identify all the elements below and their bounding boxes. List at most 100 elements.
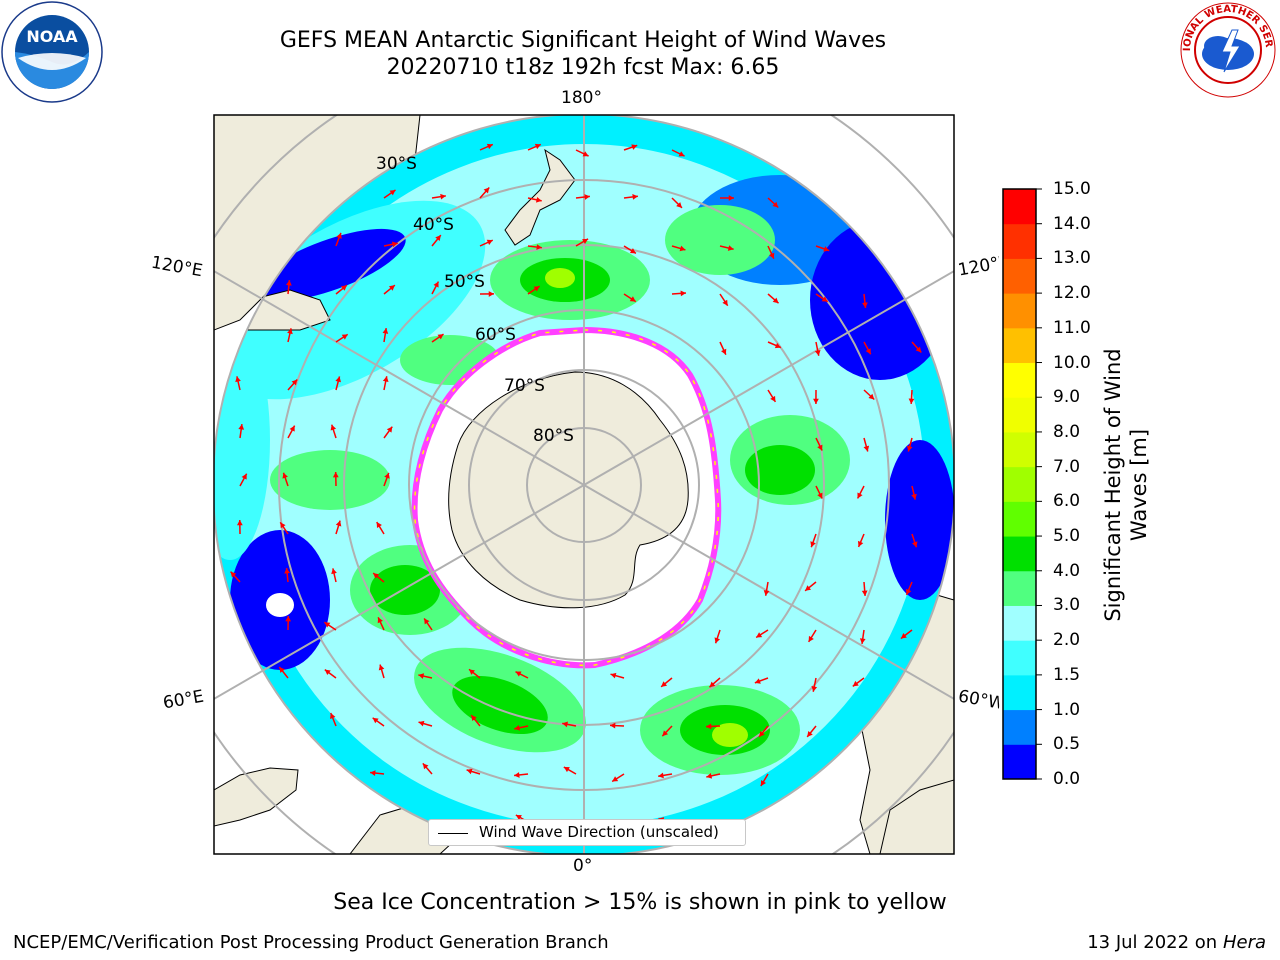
wave-direction-arrow [706,773,721,779]
wave-direction-arrow [763,581,770,596]
noaa-logo-text: NOAA [26,27,78,46]
wave-direction-arrow [372,717,385,727]
wave-direction-arrow [431,193,446,200]
wave-direction-arrow [514,724,529,731]
map-legend: Wind Wave Direction (unscaled) [428,819,746,846]
wave-direction-arrow [814,341,821,356]
wave-direction-arrow [806,725,817,738]
wave-direction-arrow [671,197,683,209]
wave-direction-arrow [324,668,337,679]
wave-direction-arrow [479,143,494,151]
wave-direction-arrow [767,293,780,304]
wave-direction-arrow [575,194,590,200]
wave-direction-arrow [808,629,817,643]
colorbar-tick-label: 11.0 [1053,317,1091,338]
colorbar-segment [1003,362,1036,398]
wave-direction-arrow [804,581,817,592]
wave-direction-arrow [815,293,829,303]
colorbar-segment [1003,223,1036,259]
wave-direction-arrow [422,762,433,775]
wave-direction-arrow [758,725,769,738]
wave-direction-arrow [811,677,818,692]
wave-direction-arrow [287,378,298,391]
wave-direction-arrow [431,234,442,247]
lat-label-60s: 60°S [475,325,516,345]
wave-direction-arrow [372,572,385,583]
wave-direction-arrow [335,284,348,295]
footer-credit: NCEP/EMC/Verification Post Processing Pr… [13,932,609,953]
colorbar-tick-label: 3.0 [1053,595,1081,616]
colorbar-label: Significant Height of Wind Waves [m] [1101,348,1151,622]
wave-direction-arrow [335,232,342,247]
wave-direction-arrow [383,241,398,248]
wave-direction-arrow [862,293,868,308]
wave-direction-arrow [815,437,823,451]
wave-direction-arrow [383,426,393,439]
colorbar-tick-label: 0.5 [1053,734,1081,755]
wave-direction-arrow [562,721,577,728]
noaa-logo: NOAA [1,1,103,103]
wave-direction-arrow [767,197,779,209]
wave-direction-arrow [287,328,293,343]
wave-direction-arrow [285,615,292,631]
colorbar-tick-label: 10.0 [1053,352,1091,373]
lon-label-180: 180° [561,88,602,108]
wave-direction-arrow [859,629,866,644]
colorbar-tick-label: 14.0 [1053,213,1091,234]
wave-direction-arrow [900,629,913,640]
wave-direction-arrow [660,677,673,688]
wave-direction-arrow [383,189,396,199]
colorbar-tick-label: 9.0 [1053,387,1081,408]
colorbar-tick-label: 15.0 [1053,179,1091,199]
wave-direction-arrow [611,773,625,783]
wave-direction-arrow [527,285,541,295]
wave-direction-arrow [418,673,433,679]
footer-system-name: Hera [1222,932,1266,953]
colorbar-segment [1003,431,1036,468]
wave-direction-arrow [332,471,339,487]
wave-direction-arrow [705,723,721,730]
wave-direction-arrow [466,768,481,775]
wave-direction-arrow [671,245,686,252]
lat-label-30s: 30°S [376,154,417,174]
colorbar-segment [1003,570,1036,606]
wave-direction-arrow [376,521,385,535]
colorbar-tick-label: 2.0 [1053,630,1081,651]
wave-direction-arrow [378,664,385,679]
wave-direction-arrow [230,571,241,583]
wave-direction-arrow [610,672,625,679]
colorbar-segment [1003,327,1036,364]
nws-logo: NATIONAL WEATHER SERVICE [1176,0,1276,98]
wave-direction-arrow [719,341,727,356]
wave-direction-arrow [335,376,341,391]
wave-direction-arrow [330,424,337,439]
colorbar-segment [1003,258,1036,294]
colorbar-tick-label: 5.0 [1053,526,1081,547]
wave-direction-arrow [719,195,735,201]
wave-direction-arrow [286,279,292,295]
wave-direction-arrow [382,376,389,391]
legend-line-icon [438,833,468,834]
lon-label-0: 0° [573,856,593,876]
wave-direction-arrow [658,772,673,779]
wave-direction-arrow [815,245,830,252]
wave-direction-arrow [284,567,290,583]
wave-direction-arrow [330,712,337,727]
colorbar-segment [1003,744,1036,780]
footer-date: 13 Jul 2022 on Hera [1087,932,1266,953]
wave-direction-arrow [382,328,389,343]
wave-direction-arrow [331,568,337,583]
wave-direction-arrow [767,245,775,260]
wave-direction-arrow [479,291,495,297]
wave-direction-arrow [423,617,433,631]
wave-direction-arrow [383,284,396,295]
colorbar-segment [1003,466,1036,502]
wave-direction-arrow [479,239,494,247]
lat-label-40s: 40°S [413,215,454,235]
wave-direction-arrow [431,333,444,343]
wave-direction-arrow [287,425,296,439]
colorbar-segment [1003,536,1036,572]
wave-direction-arrow [719,245,734,251]
wave-direction-arrow [563,766,577,775]
